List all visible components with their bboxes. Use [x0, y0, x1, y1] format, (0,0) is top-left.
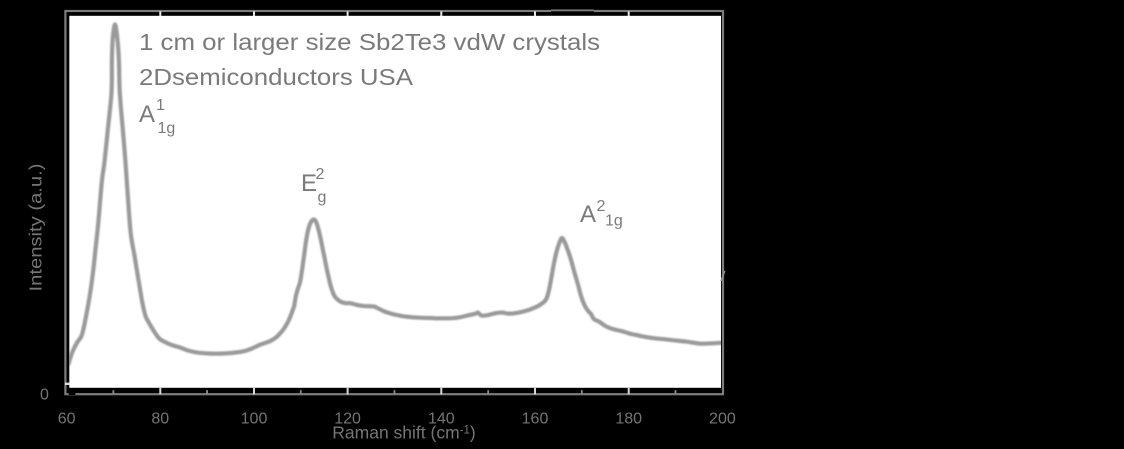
svg-text:180: 180 — [615, 410, 642, 427]
svg-text:1 cm or larger size Sb2Te3 vdW: 1 cm or larger size Sb2Te3 vdW crystals — [139, 29, 600, 55]
svg-text:2: 2 — [597, 198, 606, 215]
svg-text:140: 140 — [428, 410, 455, 427]
svg-text:g: g — [318, 189, 327, 206]
svg-text:2Dsemiconductors USA: 2Dsemiconductors USA — [139, 64, 414, 90]
svg-text:120: 120 — [334, 410, 361, 427]
svg-text:0: 0 — [40, 386, 49, 403]
svg-text:1: 1 — [156, 97, 165, 114]
svg-text:A: A — [580, 201, 596, 228]
svg-text:2: 2 — [316, 166, 325, 183]
svg-text:A: A — [139, 101, 155, 128]
svg-text:200: 200 — [709, 410, 736, 427]
svg-text:Intensity (a.u.): Intensity (a.u.) — [26, 164, 46, 292]
svg-text:100: 100 — [241, 410, 268, 427]
svg-text:60: 60 — [58, 410, 76, 427]
svg-text:Raman shift (cm-1): Raman shift (cm-1) — [332, 423, 475, 443]
svg-text:1g: 1g — [605, 213, 623, 230]
svg-text:1g: 1g — [158, 120, 176, 137]
svg-text:E: E — [301, 170, 317, 197]
svg-text:80: 80 — [151, 410, 169, 427]
svg-text:160: 160 — [522, 410, 549, 427]
